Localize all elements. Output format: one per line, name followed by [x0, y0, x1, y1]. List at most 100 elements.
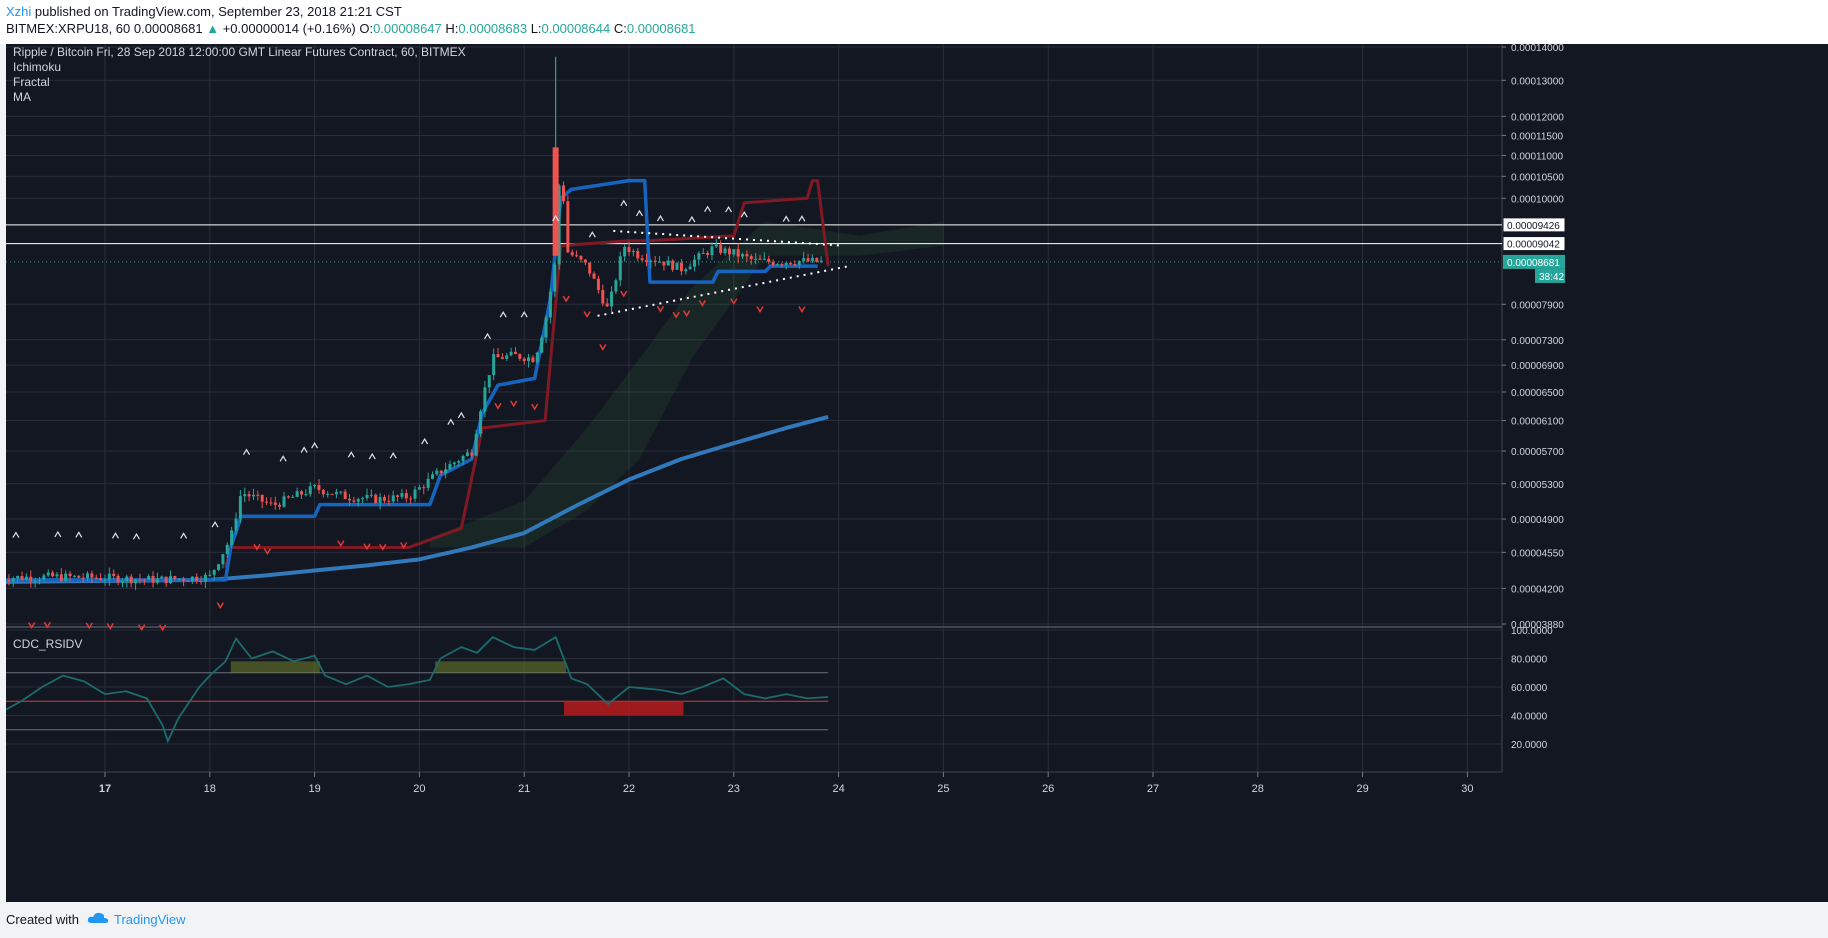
rsi-pane-title[interactable]: CDC_RSIDV: [13, 637, 82, 651]
fractal-up-marker: [54, 530, 62, 538]
candle-body: [636, 251, 640, 259]
fractal-down-marker: [510, 400, 518, 408]
low-value: 0.00008644: [541, 21, 611, 36]
candle-body: [767, 258, 771, 262]
candle-body: [815, 257, 819, 262]
candle-body: [404, 493, 408, 499]
candle-body: [749, 256, 753, 260]
open-value: 0.00008647: [373, 21, 442, 36]
candle-body: [81, 577, 85, 579]
fractal-down-marker: [337, 540, 345, 548]
candle-body: [326, 493, 330, 495]
candle-body: [282, 496, 286, 507]
candle-body: [426, 478, 430, 488]
legend-ma[interactable]: MA: [13, 90, 31, 104]
candle-body: [579, 255, 583, 260]
tradingview-link[interactable]: TradingView: [114, 912, 186, 927]
price-tick-label: 0.00013000: [1511, 76, 1564, 87]
candle-body: [470, 452, 474, 456]
hline-price-label: 0.00009042: [1507, 240, 1560, 251]
candle-body: [138, 579, 142, 581]
countdown-tag: [1535, 268, 1565, 283]
current-price-label: 0.00008681: [1507, 258, 1560, 269]
chart-svg[interactable]: 0.00014000 0.00013000 0.00012000 0.00011500…: [0, 43, 1828, 902]
candle-body: [736, 249, 740, 257]
fractal-up-marker: [242, 448, 250, 455]
chart-area[interactable]: 0.00014000 0.00013000 0.00012000 0.00011500…: [0, 43, 1828, 902]
fractal-up-marker: [704, 205, 712, 213]
fractal-up-marker: [499, 311, 507, 318]
candle-body: [356, 499, 360, 502]
candle-body: [46, 572, 50, 576]
candle-body: [86, 573, 90, 579]
candle-body: [369, 494, 373, 496]
candle-body: [662, 261, 666, 266]
candle-body: [653, 260, 657, 262]
time-tick-label: 21: [518, 783, 530, 795]
fractal-up-marker: [12, 531, 20, 538]
fractal-up-marker: [656, 214, 664, 222]
fractal-down-marker: [85, 622, 93, 630]
candle-body: [134, 579, 138, 584]
candle-body: [382, 497, 386, 501]
candle-body: [374, 494, 378, 503]
candle-body: [313, 485, 317, 487]
candle-body: [505, 355, 509, 359]
candle-body: [614, 280, 618, 292]
candle-body: [265, 501, 269, 503]
candle-body: [221, 554, 225, 565]
candle-body: [203, 574, 207, 582]
fractal-down-marker: [583, 311, 591, 318]
fractal-up-marker: [421, 437, 429, 445]
price-tick-label: 0.00003880: [1511, 620, 1564, 631]
candle-body: [623, 247, 627, 257]
time-tick-label: 23: [728, 783, 740, 795]
candle-body: [199, 581, 203, 583]
fractal-down-marker: [138, 624, 146, 632]
fractal-up-marker: [620, 199, 628, 207]
candle-body: [90, 573, 94, 578]
price-tick-label: 0.00004200: [1511, 584, 1564, 595]
candle-body: [304, 494, 308, 496]
candle-body: [719, 244, 723, 253]
price-tick-label: 0.00006500: [1511, 388, 1564, 399]
fractal-up-marker: [740, 211, 748, 218]
fractal-down-marker: [730, 298, 738, 306]
candle-body: [186, 580, 190, 582]
fractal-down-marker: [400, 542, 408, 549]
candle-body: [723, 248, 727, 253]
candle-body: [771, 261, 775, 265]
price-tick-label: 0.00010500: [1511, 172, 1564, 183]
fractal-up-marker: [782, 215, 790, 222]
fractal-down-marker: [656, 305, 665, 313]
fractal-down-marker: [620, 290, 628, 298]
publish-line: Xzhi published on TradingView.com, Septe…: [6, 4, 402, 19]
fractal-up-marker: [132, 533, 140, 540]
legend-ichimoku[interactable]: Ichimoku: [13, 60, 61, 74]
time-tick-label: 25: [937, 783, 949, 795]
candle-body: [775, 264, 779, 266]
kijun-sen-line: [0, 178, 818, 582]
candle-body: [94, 577, 98, 579]
candle-body: [531, 357, 535, 363]
rsi-tick-label: 60.0000: [1511, 683, 1548, 694]
legend-fractal[interactable]: Fractal: [13, 75, 50, 89]
price-tick-label: 0.00005700: [1511, 447, 1564, 458]
candle-body: [566, 201, 570, 253]
candle-body: [465, 452, 469, 457]
price-tick-label: 0.00004900: [1511, 515, 1564, 526]
price-tick-label: 0.00007300: [1511, 336, 1564, 347]
candle-body: [286, 496, 290, 498]
candle-body: [671, 260, 675, 270]
candle-body: [173, 576, 177, 579]
candle-body: [810, 257, 814, 262]
hline-price-tag: [1502, 217, 1566, 233]
triangle-lower-trendline[interactable]: [597, 265, 850, 317]
fractal-up-marker: [447, 418, 455, 425]
candle-body: [256, 494, 260, 496]
price-tick-label: 0.00011500: [1511, 131, 1564, 142]
fractal-up-marker: [211, 520, 219, 528]
time-tick-label: 17: [99, 783, 111, 795]
author-link[interactable]: Xzhi: [6, 4, 32, 19]
candle-body: [435, 470, 439, 475]
